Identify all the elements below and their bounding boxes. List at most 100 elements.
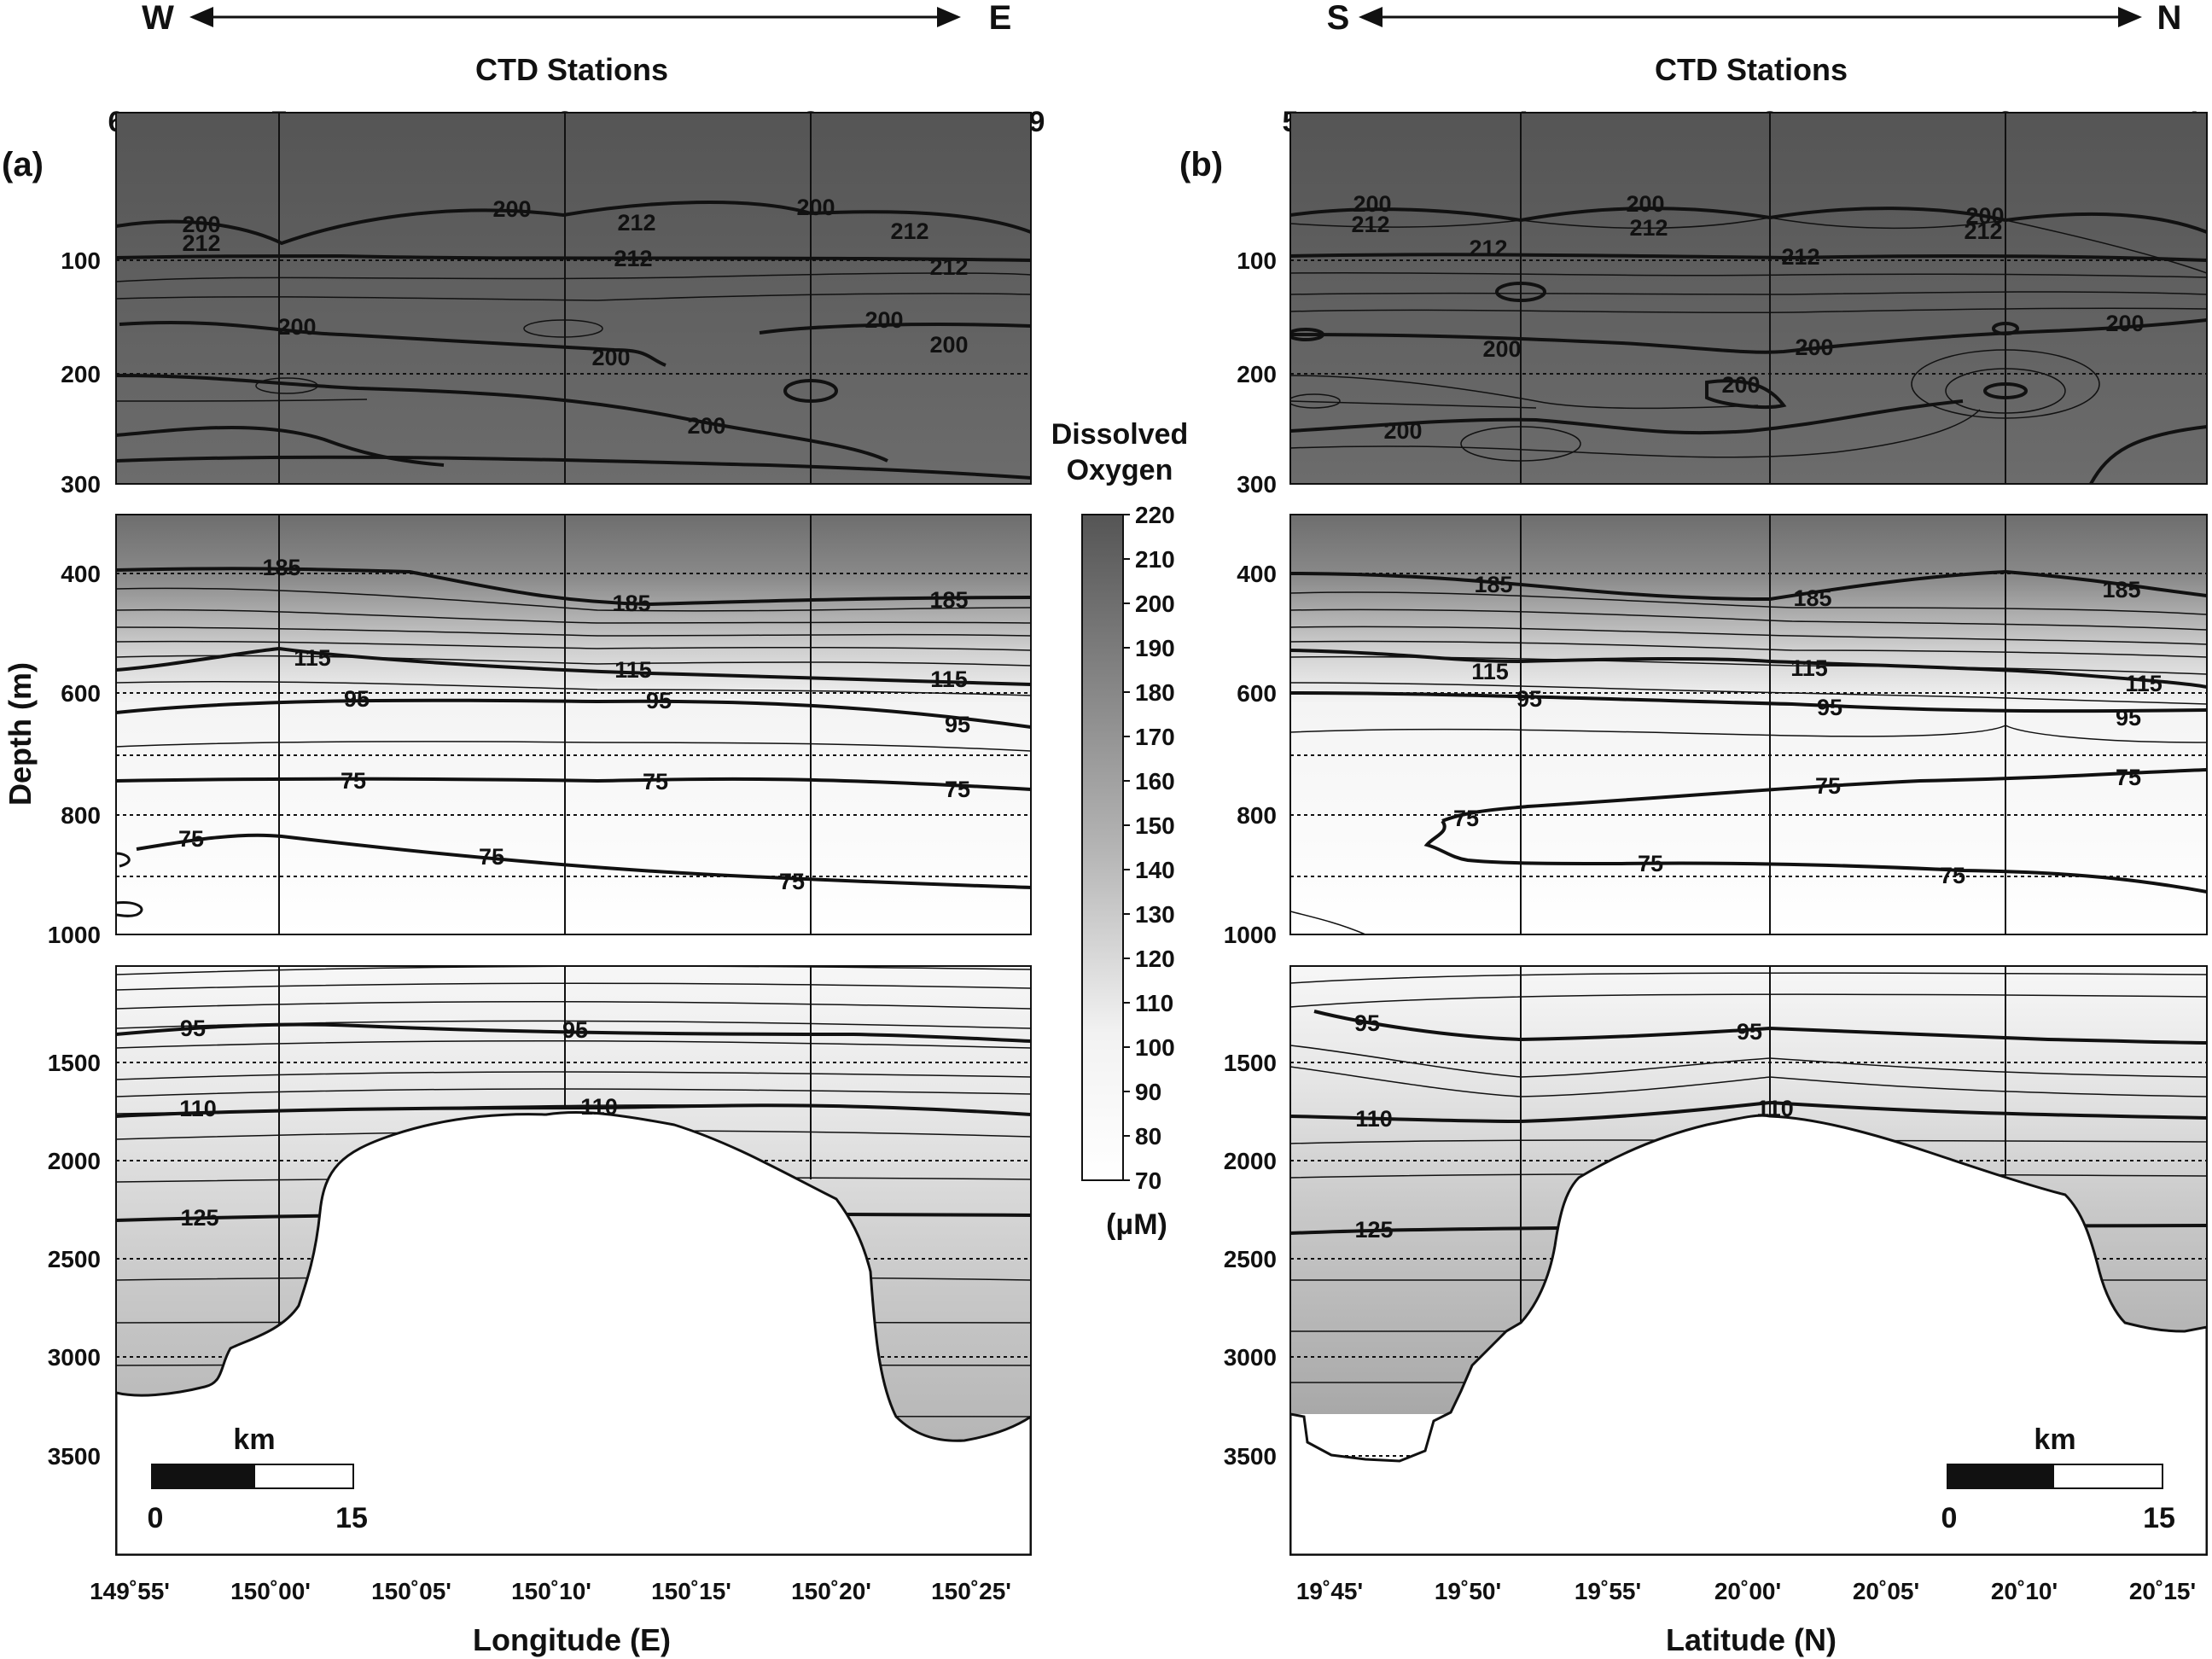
x-tick-label: 149˚55' <box>90 1578 170 1604</box>
contour-label: 125 <box>180 1205 218 1231</box>
contour-label: 200 <box>929 332 968 358</box>
y-ticks-b-top: 100 200 300 <box>1237 247 1277 498</box>
subplot-b-bottom: 95 95 110 110 125 1500 2000 2500 3000 35… <box>1224 965 2208 1556</box>
x-ticks-a: 149˚55' 150˚00' 150˚05' 150˚10' 150˚15' … <box>90 1578 1011 1604</box>
y-tick-label: 600 <box>1237 680 1277 707</box>
contour-label: 75 <box>2116 765 2141 790</box>
subplot-a-middle: 185 185 185 115 115 115 95 95 95 75 75 7… <box>48 514 1032 948</box>
y-tick-label: 3500 <box>48 1443 101 1470</box>
colorbar-title-line2: Oxygen <box>1067 454 1173 486</box>
x-axis-title-a: Longitude (E) <box>473 1622 671 1657</box>
colorbar-tick-label: 130 <box>1135 901 1175 928</box>
contour-label: 212 <box>1351 212 1389 237</box>
colorbar-tick-label: 110 <box>1135 990 1173 1016</box>
colorbar-tick-label: 190 <box>1135 635 1175 661</box>
y-ticks-b-middle: 400 600 800 1000 <box>1224 561 1277 948</box>
station-axis-title-a: CTD Stations <box>475 52 668 87</box>
y-tick-label: 1000 <box>48 922 101 948</box>
contour-label: 200 <box>277 314 316 340</box>
y-ticks-b-bottom: 1500 2000 2500 3000 3500 <box>1224 1050 1277 1470</box>
contour-label: 110 <box>1355 1106 1393 1132</box>
station-axis-title-b: CTD Stations <box>1655 52 1848 87</box>
subplot-b-top: 200 212 200 212 200 212 212 212 200 200 … <box>1237 112 2208 498</box>
subplot-b-middle: 185 185 185 115 115 115 95 95 95 75 75 7… <box>1224 514 2208 948</box>
direction-east: E <box>989 0 1012 37</box>
contour-labels-a-middle: 185 185 185 115 115 115 95 95 95 75 75 7… <box>178 555 970 894</box>
y-tick-label: 2500 <box>48 1246 101 1272</box>
y-axis-title: Depth (m) <box>3 662 38 806</box>
contour-label: 212 <box>929 254 968 280</box>
contour-label: 212 <box>182 230 220 256</box>
contour-label: 75 <box>779 869 805 894</box>
x-tick-label: 19˚55' <box>1575 1578 1641 1604</box>
contour-label: 200 <box>1482 336 1521 362</box>
contour-label: 95 <box>562 1017 588 1043</box>
colorbar-tick-label: 100 <box>1135 1034 1175 1061</box>
direction-south: S <box>1327 0 1350 37</box>
contour-label: 200 <box>1353 191 1391 217</box>
contour-label: 212 <box>1469 236 1507 261</box>
contour-label: 75 <box>479 844 504 870</box>
colorbar-ticks: 220 210 200 190 180 170 160 150 140 130 120 110 100 9… <box>1123 502 1175 1194</box>
x-tick-label: 19˚50' <box>1435 1578 1501 1604</box>
contour-label: 200 <box>1965 203 2004 229</box>
contour-label: 200 <box>591 345 630 370</box>
y-tick-label: 200 <box>1237 361 1277 387</box>
contour-label: 115 <box>930 667 968 692</box>
contour-label: 200 <box>796 195 835 220</box>
contour-label: 95 <box>1354 1010 1380 1036</box>
contour-label: 95 <box>1737 1019 1762 1045</box>
contour-label: 95 <box>1817 695 1842 720</box>
y-tick-label: 3500 <box>1224 1443 1277 1470</box>
colorbar-tick-label: 90 <box>1135 1079 1161 1105</box>
x-tick-label: 20˚05' <box>1853 1578 1919 1604</box>
contour-label: 125 <box>1354 1217 1393 1243</box>
y-tick-label: 3000 <box>48 1344 101 1371</box>
y-tick-label: 400 <box>61 561 101 587</box>
scale-bar-unit: km <box>2034 1423 2075 1456</box>
contour-label: 75 <box>1638 851 1663 876</box>
y-tick-label: 100 <box>1237 247 1277 274</box>
contour-label: 75 <box>1815 773 1841 799</box>
contour-label: 110 <box>1756 1096 1794 1121</box>
contour-label: 200 <box>1721 372 1760 398</box>
contour-label: 200 <box>1795 335 1833 360</box>
direction-west: W <box>142 0 174 37</box>
colorbar-tick-label: 170 <box>1135 724 1175 750</box>
colorbar-tick-label: 70 <box>1135 1167 1161 1194</box>
contour-labels-a-bottom: 95 95 110 110 125 <box>179 1016 618 1231</box>
y-tick-label: 100 <box>61 247 101 274</box>
x-tick-label: 150˚15' <box>651 1578 731 1604</box>
contour-label: 212 <box>617 210 655 236</box>
colorbar-tick-label: 200 <box>1135 591 1175 617</box>
colorbar-tick-label: 160 <box>1135 768 1175 795</box>
contour-labels-b-top: 200 212 200 212 200 212 212 212 200 200 … <box>1351 191 2144 444</box>
x-tick-label: 19˚45' <box>1296 1578 1363 1604</box>
panel-a: W E CTD Stations 6 7 3 8 9 (a) <box>2 0 1045 1657</box>
colorbar-title-line1: Dissolved <box>1051 418 1189 451</box>
contour-label: 200 <box>182 212 220 237</box>
contour-label: 75 <box>178 826 204 852</box>
x-ticks-b: 19˚45' 19˚50' 19˚55' 20˚00' 20˚05' 20˚10… <box>1296 1578 2196 1604</box>
seamount-a <box>116 1110 1031 1555</box>
contour-label: 212 <box>1629 215 1668 241</box>
y-tick-label: 1500 <box>1224 1050 1277 1076</box>
contour-label: 200 <box>492 196 531 222</box>
contour-label: 115 <box>294 645 331 671</box>
x-tick-label: 150˚25' <box>931 1578 1011 1604</box>
direction-arrow-b: S N <box>1327 0 2182 37</box>
y-tick-label: 800 <box>1237 802 1277 829</box>
scale-bar-min: 0 <box>1941 1502 1958 1534</box>
contour-label: 200 <box>1626 191 1664 217</box>
y-tick-label: 1000 <box>1224 922 1277 948</box>
y-tick-label: 300 <box>61 471 101 498</box>
panel-label-a: (a) <box>2 146 44 183</box>
y-tick-label: 800 <box>61 802 101 829</box>
contour-label: 95 <box>180 1016 206 1041</box>
colorbar-tick-label: 80 <box>1135 1123 1161 1150</box>
contour-label: 200 <box>1383 418 1422 444</box>
subplot-a-top: 200 212 200 212 212 200 212 212 200 200 … <box>61 112 1032 498</box>
seamount-b <box>1290 1114 2207 1555</box>
panel-b: S N CTD Stations 5 4 3 2 1 (b) <box>1179 0 2208 1657</box>
